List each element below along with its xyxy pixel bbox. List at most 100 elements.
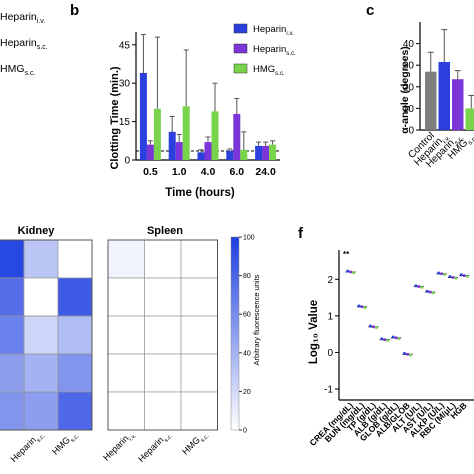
panel-f-point xyxy=(397,337,401,340)
panel-b-bar xyxy=(226,151,234,160)
heatmap-spleen-cell xyxy=(180,315,218,355)
heatmap-kidney-cell xyxy=(57,315,93,355)
panel-b-legend-swatch xyxy=(233,23,248,34)
panel-f-point xyxy=(383,338,387,341)
panel-b-bar xyxy=(211,111,219,160)
heatmap-spleen-cell xyxy=(180,353,218,393)
panel-f-point xyxy=(417,285,421,288)
panel-b-ylabel: Clotting Time (min.) xyxy=(109,66,121,169)
panel-b-bar xyxy=(240,149,248,160)
heatmap-kidney-cell xyxy=(23,315,59,355)
panel-c-bar xyxy=(452,79,464,130)
panel-f-letter: f xyxy=(298,225,304,242)
panel-b-legend-label: Heparini.v. xyxy=(253,24,294,37)
panel-f-point xyxy=(375,326,378,329)
heatmap-spleen-cell xyxy=(180,239,218,279)
heatmap-spleen-cell xyxy=(180,277,218,317)
panel-f-point xyxy=(443,273,446,276)
panel-f-point xyxy=(357,304,361,308)
panel-b-ytick-label: 0 xyxy=(124,156,130,167)
heatmap-kidney-col-label: Heparins.c. xyxy=(9,428,47,466)
panel-f-point xyxy=(403,352,406,355)
panel-b-xtick-label: 24.0 xyxy=(255,166,276,178)
heatmap-spleen-col-label: Heparini.v. xyxy=(101,428,138,465)
heatmap-spleen-col-label: HMGs.c. xyxy=(180,428,211,459)
panel-c-ytick-label: 20 xyxy=(403,82,415,93)
colorbar-tick-label: 80 xyxy=(243,273,251,280)
panel-f-point xyxy=(428,290,432,294)
colorbar-tick-label: 40 xyxy=(243,350,251,357)
legend-a-label-2: Heparins.c. xyxy=(0,37,48,51)
heatmap-spleen-cell xyxy=(144,277,182,317)
heatmap-kidney-cell xyxy=(0,277,25,317)
panel-f-point xyxy=(352,271,355,275)
panel-b-bar xyxy=(233,113,241,160)
panel-b-legend-label: Heparins.c. xyxy=(253,44,296,57)
panel-c-letter: c xyxy=(366,2,374,19)
panel-f-ytick-label: -1 xyxy=(324,385,333,396)
panel-f-point xyxy=(349,270,352,274)
heatmap-kidney-frame xyxy=(0,239,93,431)
heatmap-spleen-cell xyxy=(107,391,145,431)
panel-a-legend: Heparini.v. Heparins.c. HMGs.c. xyxy=(0,11,48,77)
panel-f-ytick-label: 1 xyxy=(327,311,333,322)
legend-a-label-1: Heparini.v. xyxy=(0,11,45,25)
panel-f-point xyxy=(372,325,375,329)
panel-f-point xyxy=(386,339,390,342)
panel-b-letter: b xyxy=(70,2,79,19)
colorbar-tick-label: 60 xyxy=(243,312,251,319)
panel-c-bar xyxy=(438,61,450,130)
panel-b-bar xyxy=(175,142,183,160)
panel-b-xtick-label: 6.0 xyxy=(229,166,244,178)
panel-b-bar xyxy=(262,145,270,160)
heatmap-kidney-cell xyxy=(23,239,59,279)
panel-b-bar xyxy=(269,144,277,160)
heatmap-spleen-cell xyxy=(107,239,145,279)
panel-f-point xyxy=(406,352,409,356)
heatmap-spleen-cell xyxy=(144,391,182,431)
heatmap-spleen-cell xyxy=(144,239,182,279)
colorbar xyxy=(230,236,240,431)
panel-f-ytick-label: 0 xyxy=(327,348,333,359)
heatmap-spleen-title: Spleen xyxy=(147,225,183,237)
panel-f-point xyxy=(360,305,364,309)
panel-b-bar xyxy=(204,142,212,160)
panel-f-ylabel-text: Log₁₀ Value xyxy=(308,300,320,364)
panel-f-point xyxy=(420,286,424,289)
panel-c-ytick-label: 40 xyxy=(403,39,415,50)
heatmap-spleen-cell xyxy=(144,353,182,393)
panel-b-legend-swatch xyxy=(233,43,248,54)
panel-f-ylabel: Log₁₀ Value xyxy=(308,300,320,364)
heatmap-kidney-cell xyxy=(57,391,93,431)
panel-f-point xyxy=(369,324,372,328)
panel-f-point xyxy=(431,291,435,295)
heatmap-kidney-col-label: HMGs.c. xyxy=(50,428,81,459)
panel-c-ytick-label: 0 xyxy=(408,126,414,137)
panel-f-point xyxy=(454,276,458,280)
panel-f-annotation: ** xyxy=(343,250,350,259)
panel-b-bar xyxy=(182,106,190,160)
panel-b-xlabel: Time (hours) xyxy=(165,187,235,199)
heatmap-kidney-cell xyxy=(23,391,59,431)
panel-f-point xyxy=(460,273,463,277)
panel-f-point xyxy=(440,272,443,276)
panel-b-xtick-label: 1.0 xyxy=(172,166,187,178)
panel-b-legend-label: HMGs.c. xyxy=(253,64,285,77)
panel-f-point xyxy=(380,337,384,341)
colorbar-tick-label: 20 xyxy=(243,389,251,396)
heatmap-kidney-cell xyxy=(57,277,93,317)
heatmap-kidney-cell xyxy=(57,353,93,393)
panel-b-chart: b Heparini.v.Heparins.c.HMGs.c. 0153045 … xyxy=(70,2,296,199)
panel-b-ytick-label: 45 xyxy=(119,40,131,51)
panel-b-bar xyxy=(255,145,263,160)
panel-f-point xyxy=(437,271,440,275)
colorbar-tick-label: 100 xyxy=(243,235,255,242)
panel-b-ytick-label: 15 xyxy=(119,117,131,128)
panel-b-ytick-label: 30 xyxy=(119,79,131,90)
panel-b-bar xyxy=(146,144,154,160)
panel-c-bar xyxy=(465,108,474,130)
panel-f-point xyxy=(346,269,349,273)
panel-f-point xyxy=(394,336,398,340)
